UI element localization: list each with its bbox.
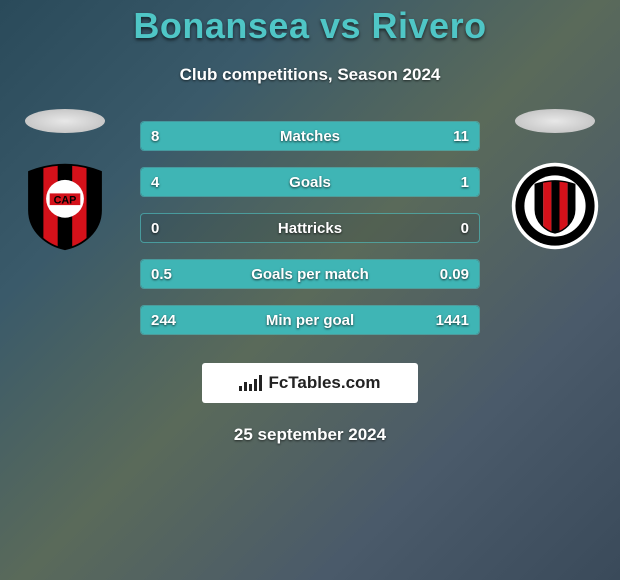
bar-left — [141, 122, 276, 150]
stat-value-left: 0 — [151, 214, 159, 242]
right-column — [510, 109, 600, 251]
bar-left — [141, 168, 405, 196]
player-avatar-left — [25, 109, 105, 133]
bar-left — [141, 260, 422, 288]
chart-icon — [239, 375, 262, 391]
bar-right — [276, 122, 479, 150]
player-avatar-right — [515, 109, 595, 133]
site-logo[interactable]: FcTables.com — [202, 363, 418, 403]
svg-text:CAP: CAP — [54, 194, 77, 206]
stat-row-matches: 8 11 Matches — [140, 121, 480, 151]
left-column: CAP — [20, 109, 110, 251]
shield-icon: CAP — [20, 161, 110, 251]
shield-icon — [510, 161, 600, 251]
stat-value-right: 11 — [453, 122, 469, 150]
team-badge-right — [510, 161, 600, 251]
stat-value-left: 0.5 — [151, 260, 172, 288]
stat-row-goals: 4 1 Goals — [140, 167, 480, 197]
stat-value-right: 1 — [461, 168, 469, 196]
stat-row-gpm: 0.5 0.09 Goals per match — [140, 259, 480, 289]
stat-row-hattricks: 0 0 Hattricks — [140, 213, 480, 243]
page-title: Bonansea vs Rivero — [0, 5, 620, 47]
subtitle: Club competitions, Season 2024 — [0, 65, 620, 85]
stat-value-left: 8 — [151, 122, 159, 150]
logo-text: FcTables.com — [268, 373, 380, 393]
stat-rows: 8 11 Matches 4 1 Goals 0 0 Hattricks — [140, 121, 480, 335]
footer-date: 25 september 2024 — [0, 425, 620, 445]
stat-label: Hattricks — [141, 214, 479, 242]
stat-value-right: 0 — [461, 214, 469, 242]
stat-row-mpg: 244 1441 Min per goal — [140, 305, 480, 335]
stat-value-right: 1441 — [436, 306, 469, 334]
stats-area: CAP — [0, 121, 620, 335]
stat-value-left: 4 — [151, 168, 159, 196]
team-badge-left: CAP — [20, 161, 110, 251]
comparison-card: Bonansea vs Rivero Club competitions, Se… — [0, 0, 620, 580]
stat-value-left: 244 — [151, 306, 176, 334]
stat-value-right: 0.09 — [440, 260, 469, 288]
